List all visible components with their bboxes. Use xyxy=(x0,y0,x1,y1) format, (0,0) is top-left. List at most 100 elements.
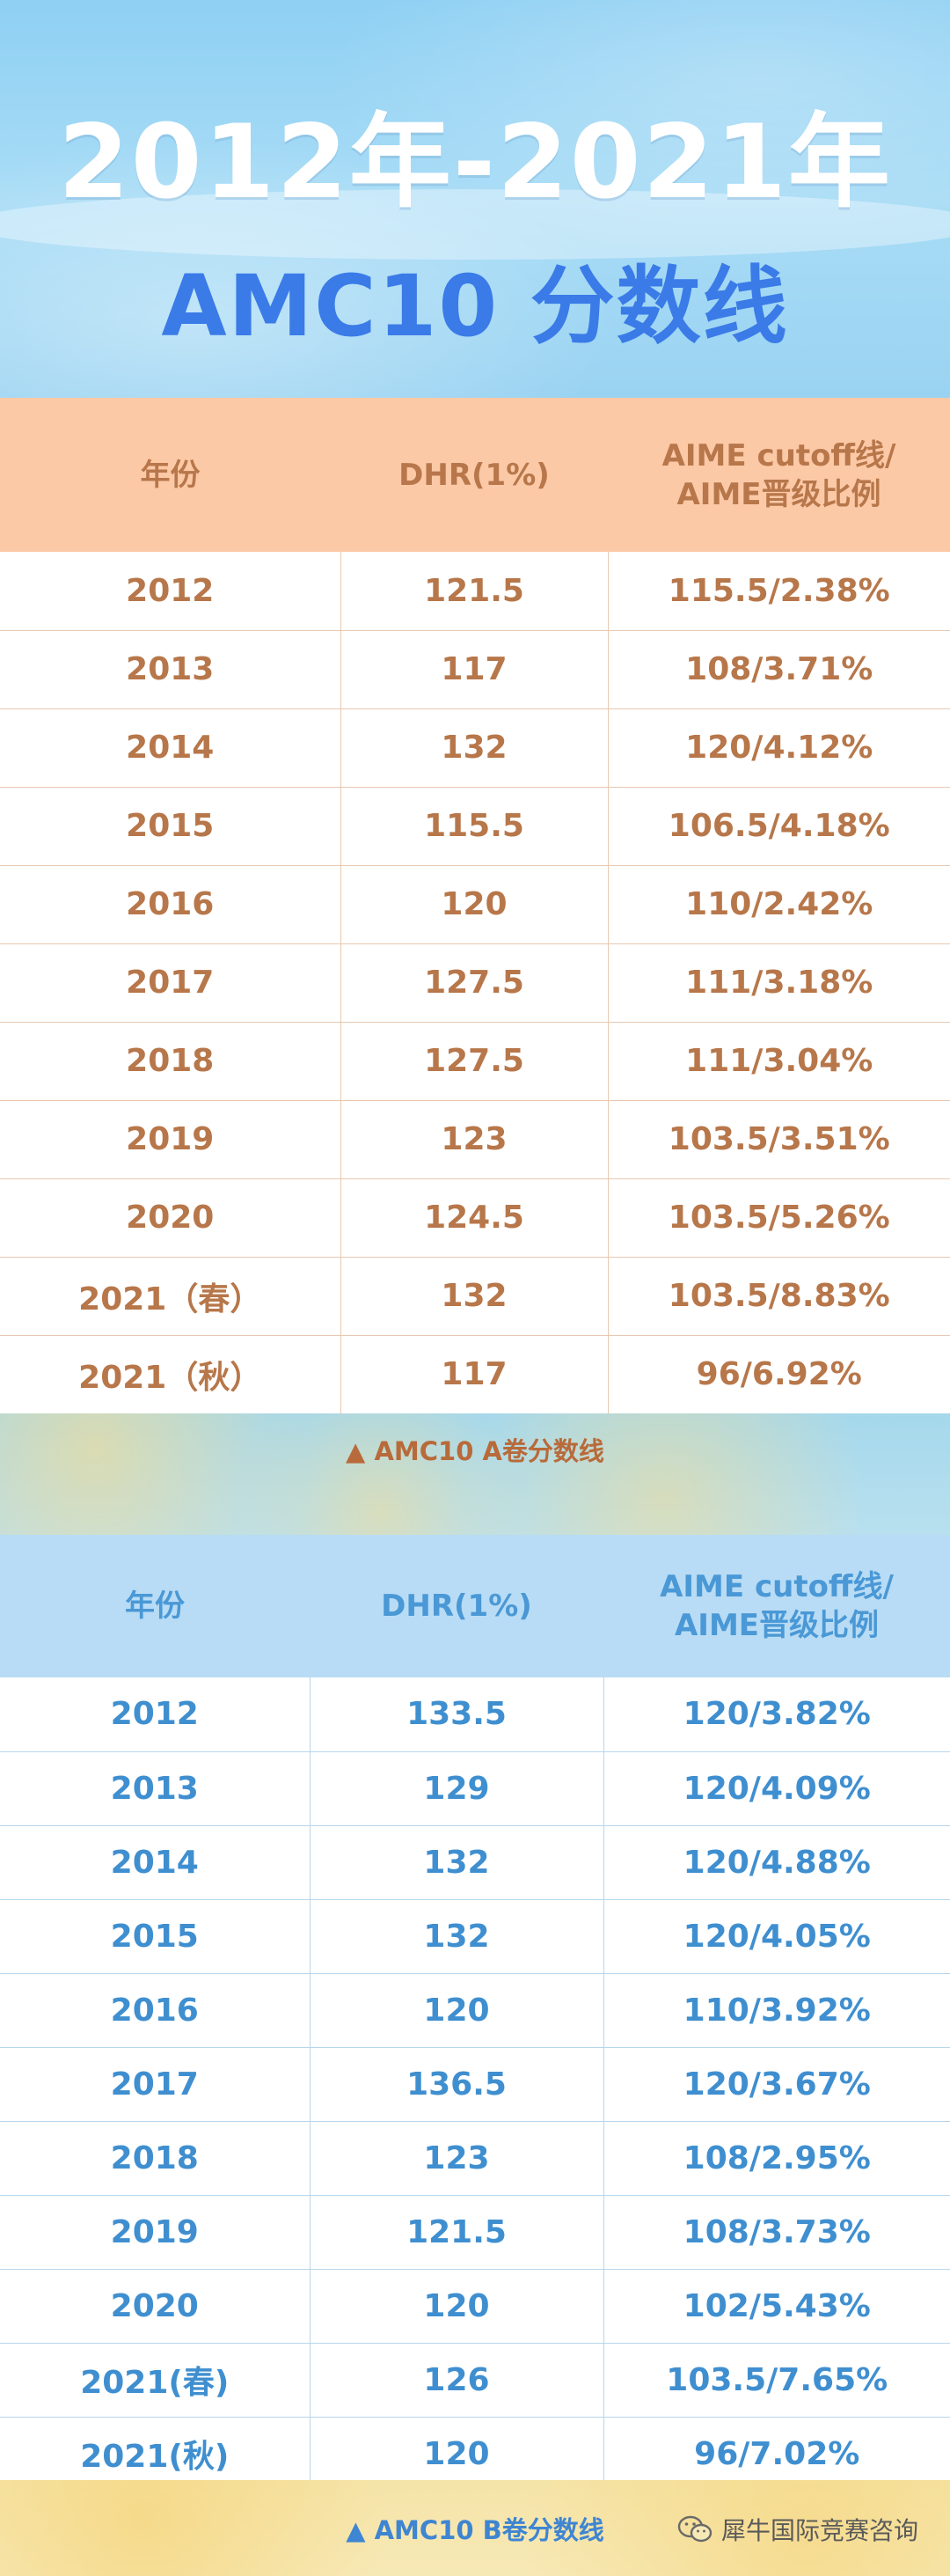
cell-dhr: 132 xyxy=(340,1257,609,1336)
cell-aime: 120/4.88% xyxy=(603,1825,950,1900)
cell-year: 2017 xyxy=(0,2047,311,2122)
cell-dhr: 124.5 xyxy=(340,1178,609,1258)
cell-aime: 120/4.09% xyxy=(603,1751,950,1826)
cell-year: 2019 xyxy=(0,1100,341,1179)
page-title-exam: AMC10 分数线 xyxy=(161,257,789,356)
cell-aime: 120/4.05% xyxy=(603,1899,950,1974)
cell-dhr: 132 xyxy=(340,708,609,788)
watermark-text: 犀牛国际竞赛咨询 xyxy=(720,2516,918,2545)
cell-dhr: 126 xyxy=(310,2343,604,2418)
cell-year: 2013 xyxy=(0,1751,311,1826)
cell-dhr: 120 xyxy=(310,1973,604,2048)
cell-dhr: 129 xyxy=(310,1751,604,1826)
table-row: 2017 127.5 111/3.18% xyxy=(0,943,950,1023)
page-title-years: 2012年-2021年 xyxy=(58,103,892,222)
cell-dhr: 127.5 xyxy=(340,1022,609,1101)
column-header-aime-line1: AIME cutoff线/ xyxy=(661,437,896,473)
table-row: 2021（秋） 117 96/6.92% xyxy=(0,1335,950,1414)
cell-aime: 120/3.82% xyxy=(603,1677,950,1752)
table-row: 2019 121.5 108/3.73% xyxy=(0,2195,950,2270)
cell-aime: 108/2.95% xyxy=(603,2121,950,2196)
decorative-wave xyxy=(0,189,950,260)
column-header-aime: AIME cutoff线/ AIME晋级比例 xyxy=(603,1535,950,1677)
cell-aime: 120/3.67% xyxy=(603,2047,950,2122)
cell-aime: 96/7.02% xyxy=(603,2417,950,2492)
table-row: 2019 123 103.5/3.51% xyxy=(0,1100,950,1179)
table-row: 2013 129 120/4.09% xyxy=(0,1751,950,1826)
table-b-caption: ▲ AMC10 B卷分数线 xyxy=(346,2515,604,2545)
cell-year: 2017 xyxy=(0,943,341,1023)
cell-year: 2016 xyxy=(0,1973,311,2048)
cell-year: 2020 xyxy=(0,2269,311,2344)
table-row: 2016 120 110/2.42% xyxy=(0,865,950,944)
cell-dhr: 120 xyxy=(310,2269,604,2344)
caption-band-b: ▲ AMC10 B卷分数线 犀牛国际竞赛咨询 xyxy=(0,2480,950,2576)
cell-year: 2020 xyxy=(0,1178,341,1258)
cell-aime: 108/3.71% xyxy=(608,630,950,709)
cell-dhr: 136.5 xyxy=(310,2047,604,2122)
wechat-icon xyxy=(677,2515,712,2543)
column-header-dhr: DHR(1%) xyxy=(340,398,608,552)
cell-year: 2021(春) xyxy=(0,2343,311,2418)
cell-dhr: 121.5 xyxy=(310,2195,604,2270)
table-row: 2012 121.5 115.5/2.38% xyxy=(0,552,950,631)
table-row: 2021（春） 132 103.5/8.83% xyxy=(0,1257,950,1336)
table-header-row: 年份 DHR(1%) AIME cutoff线/ AIME晋级比例 xyxy=(0,1535,950,1677)
cell-year: 2018 xyxy=(0,1022,341,1101)
cell-dhr: 132 xyxy=(310,1825,604,1900)
table-a-caption: ▲ AMC10 A卷分数线 xyxy=(346,1436,604,1466)
table-header-row: 年份 DHR(1%) AIME cutoff线/ AIME晋级比例 xyxy=(0,398,950,552)
caption-band-a: ▲ AMC10 A卷分数线 xyxy=(0,1413,950,1535)
cell-year: 2014 xyxy=(0,1825,311,1900)
cell-dhr: 121.5 xyxy=(340,552,609,631)
cell-aime: 103.5/5.26% xyxy=(608,1178,950,1258)
table-row: 2018 127.5 111/3.04% xyxy=(0,1022,950,1101)
cell-year: 2018 xyxy=(0,2121,311,2196)
cell-dhr: 127.5 xyxy=(340,943,609,1023)
cell-aime: 110/3.92% xyxy=(603,1973,950,2048)
table-row: 2021(秋) 120 96/7.02% xyxy=(0,2417,950,2492)
cell-dhr: 120 xyxy=(310,2417,604,2492)
column-header-dhr: DHR(1%) xyxy=(310,1535,603,1677)
cell-year: 2014 xyxy=(0,708,341,788)
cell-dhr: 123 xyxy=(340,1100,609,1179)
cell-dhr: 132 xyxy=(310,1899,604,1974)
table-row: 2014 132 120/4.12% xyxy=(0,708,950,788)
cell-year: 2015 xyxy=(0,787,341,866)
table-row: 2020 120 102/5.43% xyxy=(0,2269,950,2344)
cell-year: 2019 xyxy=(0,2195,311,2270)
table-row: 2015 115.5 106.5/4.18% xyxy=(0,787,950,866)
cell-year: 2021（春） xyxy=(0,1257,341,1336)
cell-dhr: 117 xyxy=(340,1335,609,1414)
cell-dhr: 117 xyxy=(340,630,609,709)
cell-aime: 103.5/7.65% xyxy=(603,2343,950,2418)
cell-aime: 120/4.12% xyxy=(608,708,950,788)
header-banner: 2012年-2021年 AMC10 分数线 xyxy=(0,0,950,398)
column-header-aime-line2: AIME晋级比例 xyxy=(674,1608,880,1643)
watermark: 犀牛国际竞赛咨询 xyxy=(677,2512,918,2547)
table-row: 2012 133.5 120/3.82% xyxy=(0,1677,950,1752)
cell-dhr: 123 xyxy=(310,2121,604,2196)
amc10a-score-table: 年份 DHR(1%) AIME cutoff线/ AIME晋级比例 2012 12… xyxy=(0,398,950,1414)
cell-year: 2016 xyxy=(0,865,341,944)
cell-aime: 103.5/8.83% xyxy=(608,1257,950,1336)
column-header-aime-line2: AIME晋级比例 xyxy=(676,476,881,512)
table-row: 2016 120 110/3.92% xyxy=(0,1973,950,2048)
column-header-year: 年份 xyxy=(0,398,340,552)
cell-year: 2012 xyxy=(0,1677,311,1752)
column-header-aime: AIME cutoff线/ AIME晋级比例 xyxy=(608,398,950,552)
cell-dhr: 120 xyxy=(340,865,609,944)
table-row: 2021(春) 126 103.5/7.65% xyxy=(0,2343,950,2418)
table-row: 2014 132 120/4.88% xyxy=(0,1825,950,1900)
cell-aime: 102/5.43% xyxy=(603,2269,950,2344)
column-header-aime-line1: AIME cutoff线/ xyxy=(660,1569,894,1604)
cell-dhr: 133.5 xyxy=(310,1677,604,1752)
table-row: 2020 124.5 103.5/5.26% xyxy=(0,1178,950,1258)
cell-aime: 115.5/2.38% xyxy=(608,552,950,631)
cell-dhr: 115.5 xyxy=(340,787,609,866)
cell-aime: 110/2.42% xyxy=(608,865,950,944)
cell-year: 2021（秋） xyxy=(0,1335,341,1414)
cell-year: 2012 xyxy=(0,552,341,631)
cell-year: 2015 xyxy=(0,1899,311,1974)
table-row: 2017 136.5 120/3.67% xyxy=(0,2047,950,2122)
